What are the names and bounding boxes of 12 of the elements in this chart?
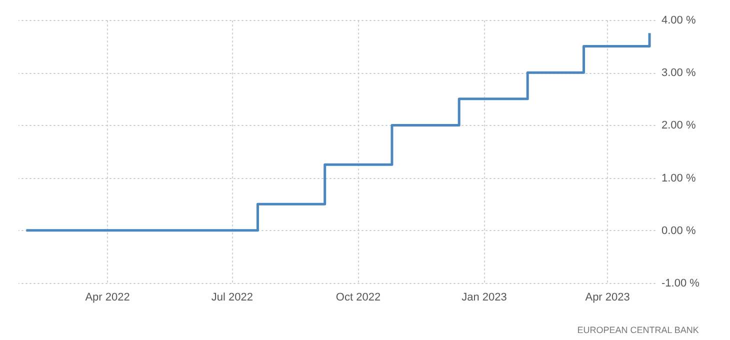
y-tick-label: 4.00 %: [662, 14, 696, 26]
x-tick-label: Oct 2022: [336, 292, 381, 304]
y-tick-label: 0.00 %: [662, 224, 696, 237]
y-tick-label: 1.00 %: [662, 172, 696, 184]
x-tick-label: Jan 2023: [462, 292, 507, 304]
y-tick-label: -1.00 %: [662, 278, 700, 290]
y-tick-label: 2.00 %: [662, 120, 696, 132]
text: EUROPEAN CENTRAL BANK: [577, 325, 699, 335]
x-tick-label: Apr 2023: [585, 292, 630, 304]
x-tick-label: Jul 2022: [211, 292, 253, 304]
y-tick-label: 3.00 %: [662, 67, 696, 80]
x-tick-label: Apr 2022: [85, 292, 130, 304]
